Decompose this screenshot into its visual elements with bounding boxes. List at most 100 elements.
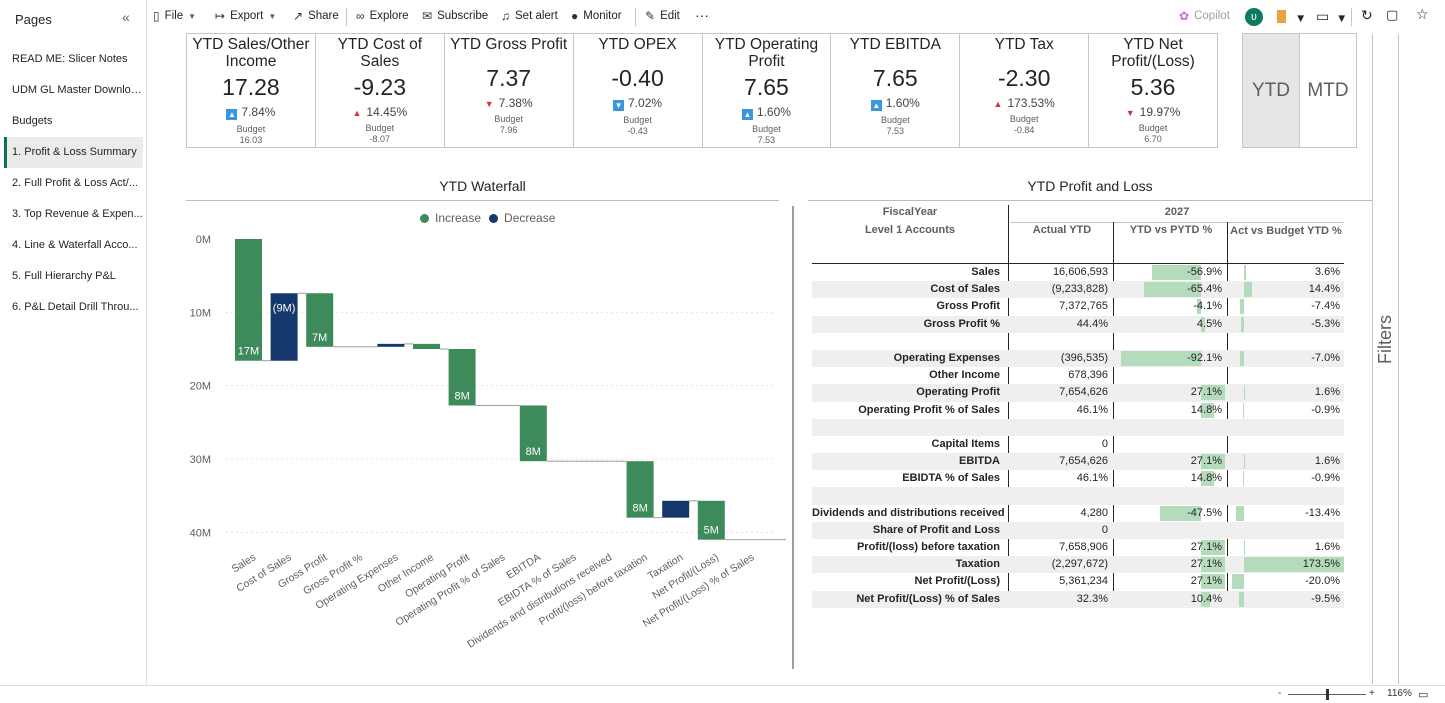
page-tab[interactable]: READ ME: Slicer Notes bbox=[12, 53, 128, 65]
kpi-budget-label: Budget bbox=[365, 123, 395, 133]
table-row[interactable]: Operating Expenses (396,535) -92.1% -7.0% bbox=[812, 349, 1344, 368]
table-row[interactable]: Profit/(loss) before taxation 7,658,906 27… bbox=[812, 539, 1344, 556]
page-tab[interactable]: 2. Full Profit & Loss Act/... bbox=[12, 177, 138, 189]
kpi-value: 7.65 bbox=[872, 65, 918, 91]
data-bar bbox=[1144, 282, 1201, 298]
file-menu[interactable]: ▯ File ▼ bbox=[153, 9, 197, 23]
row-label: Cost of Sales bbox=[930, 283, 1000, 296]
data-bar bbox=[1238, 591, 1244, 607]
act-vs-budget-cell bbox=[1230, 333, 1344, 350]
kpi-budget-label: Budget bbox=[494, 114, 523, 124]
table-row[interactable] bbox=[812, 487, 1344, 505]
arrow-up-icon: ▲ bbox=[870, 100, 882, 111]
table-row[interactable]: Operating Profit 7,654,626 27.1% 1.6% bbox=[812, 384, 1344, 402]
header-ytd-vs-pytd[interactable]: YTD vs PYTD % bbox=[1129, 224, 1213, 236]
export-menu[interactable]: ↦ Export ▼ bbox=[215, 9, 277, 23]
table-row[interactable]: Dividends and distributions received 4,28… bbox=[812, 505, 1344, 522]
mtd-button[interactable]: MTD bbox=[1307, 80, 1349, 101]
page-tab[interactable]: 3. Top Revenue & Expen... bbox=[12, 208, 143, 220]
table-row[interactable]: Gross Profit 7,372,765 -4.1% -7.4% bbox=[812, 298, 1344, 315]
table-row[interactable]: EBIDTA % of Sales 46.1% 14.8% -0.9% bbox=[812, 470, 1344, 487]
data-label: 5M bbox=[704, 525, 719, 537]
edit-button[interactable]: ✎ Edit bbox=[645, 9, 680, 23]
zoom-slider-thumb[interactable] bbox=[1326, 689, 1329, 700]
comment-icon[interactable]: ▢ bbox=[1386, 7, 1399, 22]
kpi-delta: ▼ 7.38% bbox=[484, 96, 533, 110]
waterfall-bar bbox=[626, 461, 654, 518]
page-tab[interactable]: 6. P&L Detail Drill Throu... bbox=[12, 301, 139, 313]
table-row[interactable]: Taxation (2,297,672) 27.1% 173.5% bbox=[812, 556, 1344, 574]
row-label: Dividends and distributions received bbox=[812, 506, 1005, 519]
header-level1-accounts[interactable]: Level 1 Accounts bbox=[864, 224, 956, 236]
header-act-vs-budget[interactable]: Act vs Budget YTD % bbox=[1230, 225, 1342, 237]
waterfall-bar bbox=[270, 293, 298, 361]
page-tab[interactable]: 1. Profit & Loss Summary bbox=[4, 137, 143, 168]
table-row[interactable]: Other Income 678,396 bbox=[812, 367, 1344, 384]
table-row[interactable]: Capital Items 0 bbox=[812, 436, 1344, 453]
filters-pane[interactable]: Filters bbox=[1372, 34, 1399, 684]
ytd-button[interactable]: YTD bbox=[1243, 34, 1300, 147]
waterfall-bar bbox=[341, 346, 369, 348]
row-label bbox=[812, 419, 1004, 436]
avatar[interactable]: ʋ bbox=[1245, 8, 1263, 26]
column-divider bbox=[1113, 222, 1114, 605]
actual-ytd-cell: 7,658,906 bbox=[1059, 541, 1108, 553]
bookmark-icon[interactable] bbox=[1277, 10, 1286, 23]
header-fiscal-year: FiscalYear bbox=[882, 206, 938, 218]
explore-button[interactable]: ∞ Explore bbox=[356, 9, 409, 23]
waterfall-bar bbox=[697, 500, 725, 540]
data-bar bbox=[1151, 265, 1201, 280]
set-alert-button[interactable]: ♫ Set alert bbox=[501, 9, 558, 23]
more-options-button[interactable]: ··· bbox=[695, 7, 709, 23]
kpi-delta: ▲ 1.60% bbox=[741, 105, 791, 120]
kpi-budget-value: 7.96 bbox=[499, 125, 518, 135]
page-tab[interactable]: Budgets bbox=[12, 115, 53, 127]
y-tick-label: 20M bbox=[190, 381, 211, 393]
zoom-out-button[interactable]: - bbox=[1278, 688, 1282, 699]
actual-ytd-cell: 7,654,626 bbox=[1059, 455, 1108, 468]
table-row[interactable]: Cost of Sales (9,233,828) -65.4% 14.4% bbox=[812, 281, 1344, 299]
actual-ytd-cell: (9,233,828) bbox=[1051, 283, 1108, 296]
pl-table-title: YTD Profit and Loss bbox=[1027, 178, 1153, 194]
header-actual-ytd[interactable]: Actual YTD bbox=[1032, 224, 1092, 236]
kpi-delta: ▲ 173.53% bbox=[993, 96, 1055, 110]
fit-to-page-icon[interactable]: ▭ bbox=[1418, 689, 1429, 701]
table-row[interactable] bbox=[812, 418, 1344, 436]
header-year[interactable]: 2027 bbox=[1164, 206, 1190, 218]
view-icon[interactable]: ▭ bbox=[1316, 8, 1330, 24]
chevron-down-icon[interactable]: ▼ bbox=[1295, 13, 1307, 25]
refresh-icon[interactable]: ↻ bbox=[1361, 7, 1373, 23]
table-row[interactable]: Net Profit/(Loss) % of Sales 32.3% 10.4% -9… bbox=[812, 590, 1344, 608]
waterfall-bar bbox=[235, 239, 262, 361]
table-row[interactable]: Operating Profit % of Sales 46.1% 14.8% -0.… bbox=[812, 402, 1344, 419]
table-row[interactable]: Net Profit/(Loss) 5,361,234 27.1% -20.0% bbox=[812, 573, 1344, 590]
monitor-button[interactable]: ● Monitor bbox=[571, 9, 622, 23]
page-tab[interactable]: 5. Full Hierarchy P&L bbox=[12, 270, 116, 282]
actual-ytd-cell: 4,280 bbox=[1080, 506, 1108, 519]
copilot-button[interactable]: ✿ Copilot bbox=[1179, 9, 1230, 23]
table-row[interactable] bbox=[812, 333, 1344, 350]
row-label: Sales bbox=[971, 266, 1000, 278]
ytd-vs-pytd-cell: 27.1% bbox=[1116, 384, 1226, 401]
table-row[interactable]: Sales 16,606,593 -56.9% 3.6% bbox=[812, 264, 1344, 281]
ytd-vs-pytd-cell: 4.5% bbox=[1196, 316, 1222, 332]
act-vs-budget-cell: 1.6% bbox=[1230, 384, 1344, 401]
actual-ytd-cell: 46.1% bbox=[1076, 403, 1108, 416]
star-icon[interactable]: ☆ bbox=[1416, 6, 1429, 22]
page-tab[interactable]: UDM GL Master Download bbox=[12, 84, 143, 96]
table-row[interactable]: EBITDA 7,654,626 27.1% 1.6% bbox=[812, 453, 1344, 471]
page-tab[interactable]: 4. Line & Waterfall Acco... bbox=[12, 239, 138, 251]
table-row[interactable]: Gross Profit % 44.4% 4.5% -5.3% bbox=[812, 315, 1344, 333]
kpi-delta: ▲ 1.60% bbox=[870, 96, 920, 111]
act-vs-budget-cell: -7.4% bbox=[1230, 298, 1344, 315]
table-row[interactable]: Share of Profit and Loss 0 bbox=[812, 521, 1344, 539]
chevron-down-icon[interactable]: ▼ bbox=[1336, 13, 1348, 25]
kpi-delta: ▼ 19.97% bbox=[1125, 105, 1181, 119]
kpi-budget-label: Budget bbox=[1009, 114, 1039, 124]
subscribe-button[interactable]: ✉ Subscribe bbox=[422, 9, 489, 23]
share-button[interactable]: ↗ Share bbox=[293, 9, 339, 23]
actual-ytd-cell: (2,297,672) bbox=[1051, 558, 1108, 571]
double-chevron-left-icon[interactable]: « bbox=[122, 9, 130, 25]
data-bar bbox=[1201, 574, 1225, 590]
zoom-in-button[interactable]: + bbox=[1369, 688, 1375, 699]
